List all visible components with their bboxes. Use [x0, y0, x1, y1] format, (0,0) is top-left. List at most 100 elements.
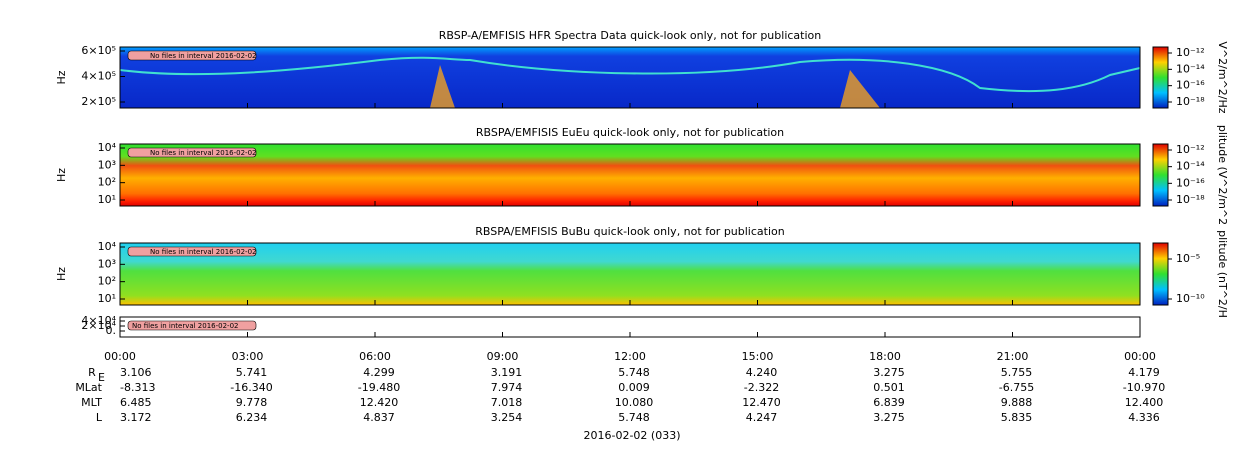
y-tick-label: 4×10⁴ [81, 314, 116, 327]
ephemeris-value: 5.835 [1001, 411, 1033, 424]
y-axis-label: Hz [55, 70, 68, 84]
ephemeris-value: 6.234 [236, 411, 268, 424]
spectrogram [120, 243, 1140, 305]
colorbar-tick-label: 10⁻⁵ [1176, 252, 1200, 265]
ephemeris-value: 4.247 [746, 411, 778, 424]
x-tick-label: 06:00 [359, 350, 391, 363]
panel-title: RBSPA/EMFISIS EuEu quick-look only, not … [476, 126, 784, 139]
x-tick-label: 12:00 [614, 350, 646, 363]
note-box [127, 147, 257, 158]
ephemeris-value: -19.480 [358, 381, 400, 394]
colorbar-tick-label: 10⁻¹⁴ [1176, 160, 1205, 173]
panel-title: RBSPA/EMFISIS BuBu quick-look only, not … [475, 225, 785, 238]
colorbar-tick-label: 10⁻¹² [1176, 143, 1205, 156]
colorbar [1152, 143, 1169, 207]
ephemeris-value: 3.191 [491, 366, 523, 379]
ephemeris-value: -6.755 [999, 381, 1034, 394]
ephemeris-value: -16.340 [230, 381, 272, 394]
note: No files in interval 2016-02-02 [150, 248, 256, 256]
row-label: R [88, 366, 96, 379]
ephemeris-value: -2.322 [744, 381, 779, 394]
y-axis-label: Hz [55, 168, 68, 182]
y-tick-label: 10⁴ [98, 240, 117, 253]
note-box [127, 246, 257, 257]
y-tick-label: 4×10⁵ [81, 70, 116, 83]
note-box [127, 50, 257, 61]
ephemeris-value: 12.400 [1125, 396, 1164, 409]
colorbar [1152, 242, 1169, 306]
row-label: E [98, 371, 105, 384]
ephemeris-value: 0.009 [618, 381, 650, 394]
y-tick-label: 2×10⁴ [81, 319, 116, 332]
ephemeris-value: 4.837 [363, 411, 395, 424]
colorbar-tick-label: 10⁻¹⁸ [1176, 193, 1205, 206]
colorbar-tick-label: 10⁻¹⁸ [1176, 95, 1205, 108]
y-tick-label: 10³ [98, 257, 116, 270]
ephemeris-value: 3.172 [120, 411, 152, 424]
spectral-feature [119, 56, 1141, 93]
ephemeris-value: 4.240 [746, 366, 778, 379]
y-tick-label: 10⁴ [98, 141, 117, 154]
y-axis-label: Hz [55, 267, 68, 281]
x-tick-label: 00:00 [1124, 350, 1156, 363]
colorbar-label: plitude (V^2/m^2 [1216, 125, 1229, 225]
ephemeris-value: 3.275 [873, 411, 905, 424]
ephemeris-value: 4.179 [1128, 366, 1160, 379]
ephemeris-value: 5.741 [236, 366, 268, 379]
colorbar-tick-label: 10⁻¹⁰ [1176, 292, 1205, 305]
ephemeris-value: 5.755 [1001, 366, 1033, 379]
row-label: MLT [81, 396, 102, 409]
x-tick-label: 18:00 [869, 350, 901, 363]
ephemeris-value: 6.485 [120, 396, 152, 409]
ephemeris-value: 7.018 [491, 396, 523, 409]
ephemeris-value: 9.778 [236, 396, 268, 409]
note: No files in interval 2016-02-02 [150, 52, 256, 60]
ephemeris-value: 10.080 [615, 396, 654, 409]
ephemeris-value: 3.106 [120, 366, 152, 379]
x-tick-label: 03:00 [232, 350, 264, 363]
note-box [127, 320, 257, 331]
x-tick-label: 09:00 [487, 350, 519, 363]
y-tick-label: 10² [98, 275, 116, 288]
ephemeris-value: 7.974 [491, 381, 523, 394]
colorbar-tick-label: 10⁻¹² [1176, 46, 1205, 59]
ephemeris-value: 4.336 [1128, 411, 1160, 424]
ephemeris-value: -10.970 [1123, 381, 1165, 394]
ephemeris-value: 4.299 [363, 366, 395, 379]
note: No files in interval 2016-02-02 [150, 149, 256, 157]
colorbar-tick-label: 10⁻¹⁴ [1176, 62, 1205, 75]
panel-title: RBSP-A/EMFISIS HFR Spectra Data quick-lo… [439, 29, 822, 42]
colorbar [1152, 46, 1169, 109]
ephemeris-value: 3.254 [491, 411, 523, 424]
x-tick-label: 15:00 [742, 350, 774, 363]
ephemeris-value: 12.470 [742, 396, 781, 409]
y-tick-label: 10³ [98, 158, 116, 171]
spectrogram [120, 47, 1140, 108]
colorbar-label: plitude (nT^2/H [1216, 230, 1229, 318]
x-tick-label: 00:00 [104, 350, 136, 363]
y-tick-label: 0. [106, 324, 117, 337]
ephemeris-value: 3.275 [873, 366, 905, 379]
ephemeris-value: 6.839 [873, 396, 905, 409]
colorbar-tick-label: 10⁻¹⁶ [1176, 79, 1205, 92]
ephemeris-value: 0.501 [873, 381, 905, 394]
ephemeris-value: 9.888 [1001, 396, 1033, 409]
y-tick-label: 10¹ [98, 193, 116, 206]
ephemeris-value: 5.748 [618, 411, 650, 424]
spectrogram [120, 144, 1140, 206]
y-tick-label: 10¹ [98, 292, 116, 305]
footer: 2016-02-02 (033) [583, 429, 680, 442]
ephemeris-value: 12.420 [360, 396, 399, 409]
ephemeris-value: -8.313 [120, 381, 155, 394]
ephemeris-value: 5.748 [618, 366, 650, 379]
row-label: MLat [75, 381, 102, 394]
x-tick-label: 21:00 [997, 350, 1029, 363]
note: No files in interval 2016-02-02 [132, 322, 238, 330]
colorbar-label: V^2/m^2/Hz [1216, 41, 1229, 113]
y-tick-label: 2×10⁵ [81, 95, 116, 108]
spectrogram-images [119, 46, 1169, 338]
colorbar-tick-label: 10⁻¹⁶ [1176, 176, 1205, 189]
y-tick-label: 6×10⁵ [81, 44, 116, 57]
y-tick-label: 10² [98, 176, 116, 189]
